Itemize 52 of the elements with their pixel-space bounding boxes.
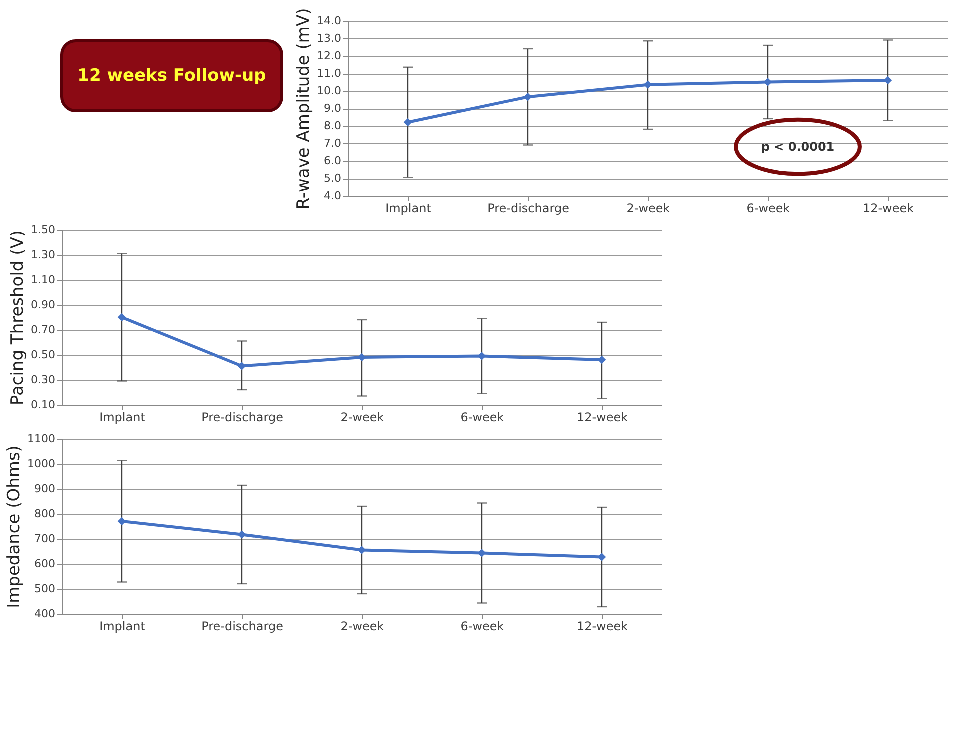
y-tick-label: 1.10 xyxy=(31,274,56,286)
y-tick-label: 7.0 xyxy=(324,137,342,150)
x-tick-label: 6-week xyxy=(746,202,790,216)
y-tick-label: 13.0 xyxy=(317,32,342,45)
x-tick-label: 6-week xyxy=(460,620,504,634)
x-tick-label: 12-week xyxy=(576,410,628,424)
y-tick-label: 800 xyxy=(34,508,56,520)
x-tick-label: 12-week xyxy=(576,620,628,634)
y-tick-label: 1.50 xyxy=(31,224,56,236)
y-tick-label: 0.90 xyxy=(31,298,56,312)
point xyxy=(404,118,412,127)
y-tick-label: 12.0 xyxy=(317,50,342,62)
y-tick-label: 900 xyxy=(34,482,56,496)
x-tick-label: Implant xyxy=(100,410,146,424)
y-tick-label: 8.0 xyxy=(324,120,342,132)
x-tick-label: 2-week xyxy=(340,620,384,634)
y-tick-label: 4.0 xyxy=(324,190,342,202)
y-tick-label: 1.30 xyxy=(31,248,56,262)
y-tick-label: 0.30 xyxy=(31,374,56,386)
y-axis-title: R-wave Amplitude (mV) xyxy=(294,8,314,210)
y-tick-label: 14.0 xyxy=(317,14,342,28)
x-tick-label: 2-week xyxy=(626,202,670,216)
y-tick-label: 6.0 xyxy=(324,154,342,168)
y-tick-label: 0.70 xyxy=(31,324,56,336)
y-tick-label: 500 xyxy=(34,582,56,596)
x-tick-label: Implant xyxy=(386,202,432,216)
point xyxy=(118,517,126,526)
y-tick-label: 1000 xyxy=(28,458,56,470)
y-tick-label: 0.10 xyxy=(31,398,56,412)
y-axis-title: Impedance (Ohms) xyxy=(4,446,25,608)
text: 12 weeks Follow-up xyxy=(78,66,266,86)
x-tick-label: Pre-discharge xyxy=(202,410,284,424)
y-tick-label: 9.0 xyxy=(324,102,342,115)
point xyxy=(118,313,126,322)
x-tick-label: 2-week xyxy=(340,410,384,424)
point xyxy=(238,530,246,539)
x-tick-label: 6-week xyxy=(460,410,504,424)
y-tick-label: 0.50 xyxy=(31,348,56,362)
y-tick-label: 700 xyxy=(34,532,56,546)
y-tick-label: 600 xyxy=(34,558,56,570)
y-tick-label: 10.0 xyxy=(317,84,342,98)
x-tick-label: Implant xyxy=(100,620,146,634)
y-axis-title: Pacing Threshold (V) xyxy=(8,230,28,406)
y-tick-label: 11.0 xyxy=(317,67,342,80)
y-tick-label: 400 xyxy=(34,608,56,620)
y-tick-label: 5.0 xyxy=(324,172,342,185)
y-tick-label: 1100 xyxy=(28,432,56,446)
x-tick-label: Pre-discharge xyxy=(202,620,284,634)
x-tick-label: Pre-discharge xyxy=(488,202,570,216)
annotation: p < 0.0001 xyxy=(761,140,835,154)
point xyxy=(524,92,532,102)
x-tick-label: 12-week xyxy=(862,202,914,216)
